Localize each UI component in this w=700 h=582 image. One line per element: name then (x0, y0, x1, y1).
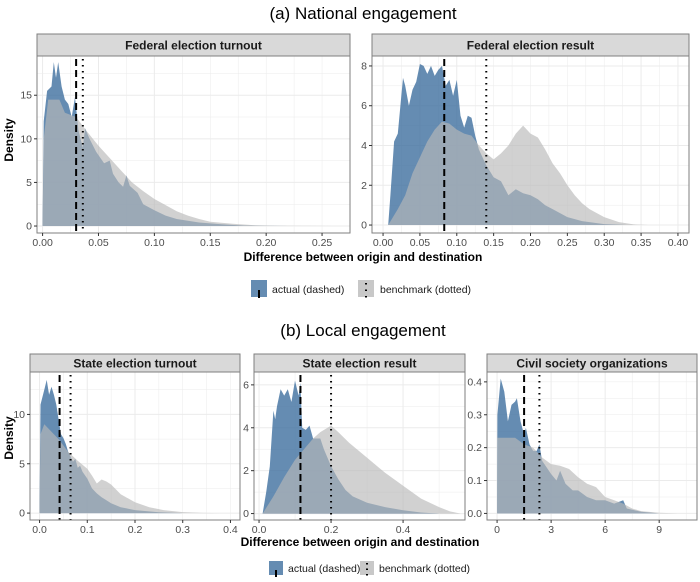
x-tick-label: 0.3 (175, 524, 190, 536)
x-tick-label: 0.00 (32, 237, 53, 249)
legend-label-benchmark: benchmark (dotted) (379, 563, 470, 575)
x-tick-label: 9 (656, 524, 662, 536)
panel-federal-election-turnout: Federal election turnout 0.00 0.05 0.10 0.15… (20, 33, 351, 249)
panel-civil-society-organizations: Civil society organizations 0 3 6 9 0.0 0.1 0.2… (467, 353, 698, 536)
facet-title: Federal election turnout (125, 39, 262, 53)
facet-strip (29, 353, 241, 373)
y-tick-label: 5 (26, 177, 32, 189)
y-axis-label-national: Density (2, 118, 16, 162)
x-axis-label-local: Difference between origin and destinatio… (241, 535, 480, 549)
x-tick-label: 0.0 (252, 524, 267, 536)
x-tick-label: 0.30 (594, 237, 615, 249)
y-tick-label: 4 (361, 140, 367, 152)
x-tick-label: 0.20 (520, 237, 541, 249)
y-tick-label: 5 (19, 458, 25, 470)
x-tick-label: 0.15 (483, 237, 504, 249)
facet-title: Federal election result (467, 39, 594, 53)
y-tick-label: 2 (243, 465, 249, 477)
y-tick-label: 15 (20, 90, 32, 102)
x-tick-label: 0.1 (80, 524, 95, 536)
x-tick-label: 0.0 (32, 524, 47, 536)
legend-key-actual (269, 561, 283, 575)
x-tick-label: 0.00 (373, 237, 394, 249)
y-tick-label: 0.1 (467, 475, 482, 487)
y-tick-label: 0.2 (467, 442, 482, 454)
facet-title: Civil society organizations (516, 357, 668, 371)
x-tick-label: 0.05 (88, 237, 109, 249)
x-tick-label: 0.4 (396, 524, 411, 536)
x-tick-label: 0.15 (200, 237, 221, 249)
y-tick-label: 4 (243, 422, 249, 434)
x-tick-label: 0.10 (144, 237, 165, 249)
y-tick-label: 0.4 (467, 376, 482, 388)
x-tick-label: 0.10 (447, 237, 468, 249)
legend-label-benchmark: benchmark (dotted) (380, 284, 471, 296)
panel-state-election-result: State election result 0.0 0.2 0.4 0 2 4 6 (243, 353, 466, 536)
facet-title: State election turnout (73, 357, 196, 371)
benchmark-density-area (262, 425, 461, 514)
section-title-local: (b) Local engagement (280, 321, 446, 340)
y-tick-label: 10 (13, 409, 25, 421)
legend-national: actual (dashed) benchmark (dotted) (251, 280, 471, 299)
x-tick-label: 3 (548, 524, 554, 536)
y-tick-label: 0.3 (467, 409, 482, 421)
y-tick-label: 0 (361, 220, 367, 232)
legend-label-actual: actual (dashed) (288, 563, 360, 575)
facet-strip (253, 353, 466, 373)
x-tick-label: 0.40 (668, 237, 689, 249)
x-tick-label: 0.2 (128, 524, 143, 536)
y-axis-label-local: Density (2, 416, 16, 460)
x-tick-label: 6 (602, 524, 608, 536)
y-tick-label: 0 (26, 221, 32, 233)
x-tick-label: 0.05 (410, 237, 431, 249)
panel-federal-election-result: Federal election result 0.00 0.05 0.10 0.15 0… (361, 33, 690, 249)
legend-label-actual: actual (dashed) (272, 284, 344, 296)
legend-local: actual (dashed) benchmark (dotted) (269, 561, 470, 577)
facet-title: State election result (302, 357, 416, 371)
section-title-national: (a) National engagement (269, 4, 456, 23)
panel-state-election-turnout: State election turnout 0.0 0.1 0.2 0.3 0.4 0 5 1… (13, 353, 241, 536)
y-tick-label: 8 (361, 60, 367, 72)
benchmark-density-area (42, 99, 334, 227)
y-tick-label: 0.0 (467, 508, 482, 520)
y-tick-label: 0 (19, 508, 25, 520)
x-tick-label: 0 (494, 524, 500, 536)
y-tick-label: 2 (361, 180, 367, 192)
legend-key-actual (251, 280, 267, 297)
legend-key-benchmark (360, 561, 374, 575)
x-axis-label-national: Difference between origin and destinatio… (244, 250, 483, 264)
x-tick-label: 0.4 (223, 524, 238, 536)
x-tick-label: 0.25 (557, 237, 578, 249)
facet-strip (36, 33, 351, 57)
y-tick-label: 0 (243, 508, 249, 520)
x-tick-label: 0.20 (256, 237, 277, 249)
benchmark-density-area (39, 424, 221, 514)
facet-strip (486, 353, 698, 373)
legend-key-benchmark (358, 280, 374, 297)
x-tick-label: 0.2 (324, 524, 339, 536)
facet-strip (371, 33, 690, 57)
y-tick-label: 6 (361, 100, 367, 112)
y-tick-label: 10 (20, 133, 32, 145)
benchmark-density-area (497, 437, 678, 514)
x-tick-label: 0.25 (312, 237, 333, 249)
benchmark-density-area (388, 121, 649, 226)
y-tick-label: 6 (243, 379, 249, 391)
x-tick-label: 0.35 (631, 237, 652, 249)
